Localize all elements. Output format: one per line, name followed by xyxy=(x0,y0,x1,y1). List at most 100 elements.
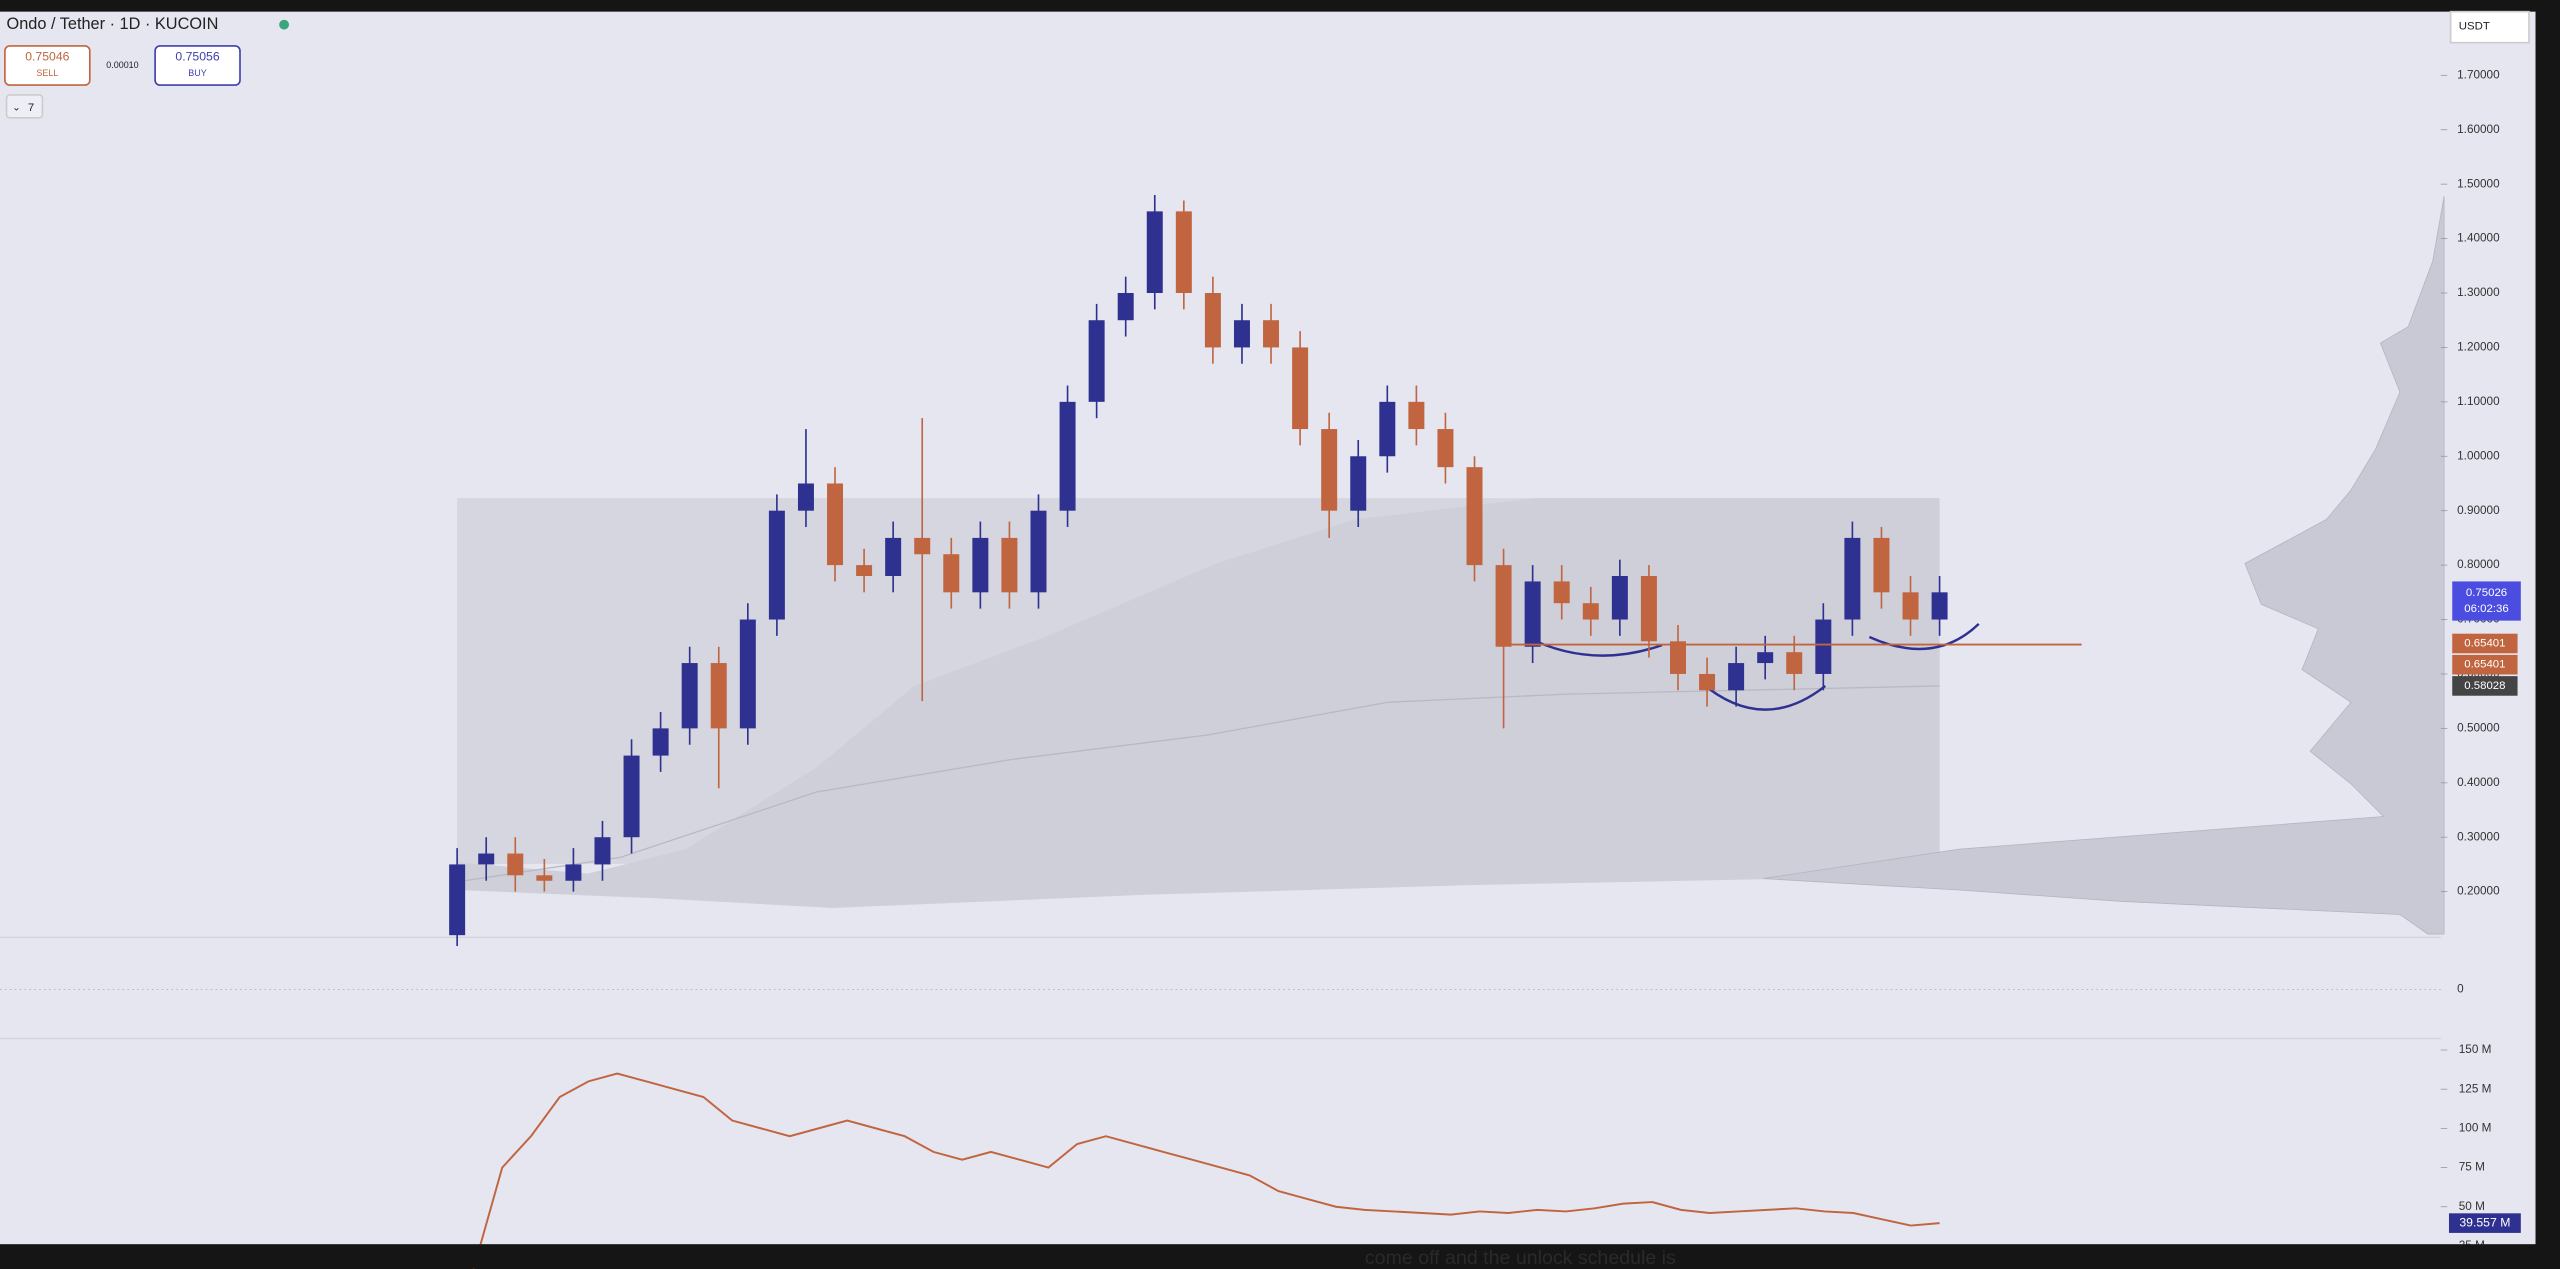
candle-body xyxy=(1582,603,1599,620)
candle-body xyxy=(1815,619,1832,674)
buy-button[interactable] xyxy=(154,45,241,86)
candle-body xyxy=(478,853,495,865)
candle-body xyxy=(1001,537,1018,593)
drawn-curve xyxy=(1868,623,1980,651)
candle-body xyxy=(1379,401,1396,457)
candle-body xyxy=(652,728,669,756)
status-dot xyxy=(279,19,289,30)
caption: come off and the unlock schedule is xyxy=(1365,1247,1676,1269)
y-tick-label: 0.30000 xyxy=(2457,830,2500,843)
candle-body xyxy=(1728,663,1745,691)
candle-body xyxy=(623,755,640,838)
candle-body xyxy=(972,537,989,593)
candle-body xyxy=(681,663,698,729)
buy-price: 0.75056 xyxy=(175,50,219,64)
y-tick-label: 1.20000 xyxy=(2457,341,2500,354)
y-tick-label: 1.30000 xyxy=(2457,286,2500,299)
candle-body xyxy=(1321,429,1338,511)
candle-body xyxy=(565,864,582,881)
candle-body xyxy=(1699,673,1716,691)
candle-body xyxy=(1350,456,1367,511)
candle-body xyxy=(768,510,785,620)
candle-body xyxy=(1902,592,1919,620)
candle-body xyxy=(1233,320,1250,348)
candle-body xyxy=(449,864,466,936)
candle-body xyxy=(1466,467,1483,566)
y-tick-label: 150 M xyxy=(2459,1043,2492,1056)
candle-body xyxy=(536,875,553,881)
candle-body xyxy=(1757,652,1774,664)
candle-body xyxy=(1175,211,1192,294)
price-tag xyxy=(2452,676,2518,696)
volume-profile xyxy=(1763,196,2445,935)
y-tick-label: 0.90000 xyxy=(2457,504,2500,517)
y-tick-label: 125 M xyxy=(2459,1082,2492,1095)
candle-body xyxy=(1524,581,1541,647)
price-tag xyxy=(2452,633,2518,654)
candle-body xyxy=(1059,401,1076,511)
value-label-box xyxy=(2448,1213,2521,1233)
price-tag-text: 0.58028 xyxy=(2464,680,2505,692)
bottom-bar xyxy=(0,1244,2560,1269)
candle-body xyxy=(943,554,960,593)
countdown: 06:02:36 xyxy=(2464,603,2508,615)
candle-body xyxy=(1408,401,1425,430)
candle-body xyxy=(710,663,727,729)
indicators-toggle[interactable] xyxy=(5,94,44,119)
candle-body xyxy=(914,537,931,555)
y-tick-label: 75 M xyxy=(2459,1161,2485,1174)
candle-body xyxy=(1495,565,1512,647)
y-tick-label: 100 M xyxy=(2459,1121,2492,1134)
sell-label: SELL xyxy=(36,68,58,78)
candle-body xyxy=(1553,581,1570,604)
y-tick-label: 1.60000 xyxy=(2457,123,2500,136)
y-tick-label: 50 M xyxy=(2459,1200,2485,1213)
sell-price: 0.75046 xyxy=(25,50,69,64)
spread: 0.00010 xyxy=(106,60,138,70)
candle-body xyxy=(1437,429,1454,468)
candle-body xyxy=(1292,347,1309,430)
candle-body xyxy=(739,619,756,729)
price-tag-text: 0.65401 xyxy=(2464,659,2505,671)
market-cap-line xyxy=(472,1072,1940,1269)
y-tick-label: 1.50000 xyxy=(2457,177,2500,190)
price-tag-text: 0.65401 xyxy=(2464,637,2505,649)
sell-button[interactable] xyxy=(4,45,91,86)
value-label: 39.557 M xyxy=(2459,1215,2510,1229)
candle-body xyxy=(827,483,844,566)
price-tag xyxy=(2452,581,2521,621)
y-tick-label: 0.80000 xyxy=(2457,558,2500,571)
candle-body xyxy=(1088,320,1105,402)
y-tick-label: 1.00000 xyxy=(2457,449,2500,462)
currency: USDT xyxy=(2459,20,2490,32)
y-tick-label: 1.40000 xyxy=(2457,232,2500,245)
y-tick-label: 1.10000 xyxy=(2457,395,2500,408)
drawn-curve xyxy=(1525,635,1663,657)
candle-body xyxy=(1146,211,1163,294)
candle-body xyxy=(1030,510,1047,593)
volume-tick-label: 0 xyxy=(2457,983,2464,996)
symbol-title: Ondo / Tether · 1D · KUCOIN xyxy=(7,15,219,33)
price-tag xyxy=(2452,654,2518,675)
candle-body xyxy=(856,565,873,576)
price-tag-text: 0.75026 xyxy=(2466,587,2507,599)
y-tick-label: 0.40000 xyxy=(2457,776,2500,789)
y-tick-label: 0.50000 xyxy=(2457,721,2500,734)
candle-body xyxy=(1844,537,1861,620)
candle-body xyxy=(1611,575,1628,620)
candle-body xyxy=(1669,641,1686,674)
candle-body xyxy=(1786,652,1803,674)
candle-body xyxy=(1873,537,1890,593)
y-tick-label: 1.70000 xyxy=(2457,68,2500,81)
y-tick-label: 0.20000 xyxy=(2457,885,2500,898)
candle-body xyxy=(1640,575,1657,642)
indicator-count: 7 xyxy=(28,102,34,114)
candle-body xyxy=(885,537,902,576)
candle-body xyxy=(507,853,524,876)
drawn-curve xyxy=(1700,681,1827,711)
candle-body xyxy=(1263,320,1280,348)
candle-body xyxy=(1204,293,1221,348)
candle-body xyxy=(1117,293,1134,321)
currency-select[interactable] xyxy=(2449,10,2530,44)
